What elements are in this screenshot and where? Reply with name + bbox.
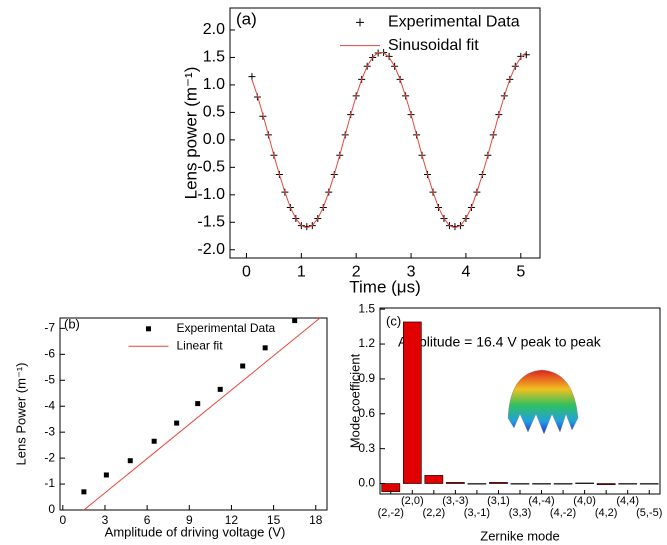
x-tick-label: 18 — [309, 513, 323, 527]
y-tick-label: -0.5 — [197, 159, 225, 176]
bar — [575, 482, 594, 484]
panel-label: (a) — [236, 9, 257, 28]
y-axis-label: Lens Power (m⁻¹) — [13, 363, 28, 466]
inset-surface — [507, 369, 579, 435]
x-tick-label: (2,0) — [401, 495, 424, 507]
x-tick-label: 2 — [352, 264, 361, 281]
y-tick-label: -1.0 — [197, 186, 225, 203]
y-tick-label: 0.6 — [358, 406, 375, 420]
data-point — [248, 73, 256, 81]
y-tick-label: -3 — [44, 424, 55, 438]
data-point — [385, 52, 393, 60]
legend-marker — [146, 326, 151, 332]
y-tick-label: -6 — [44, 346, 55, 360]
data-point — [81, 489, 87, 495]
y-tick-label: -2.0 — [197, 241, 225, 258]
x-tick-label: 6 — [144, 513, 151, 527]
annotation: Amplitude = 16.4 V peak to peak — [398, 334, 602, 350]
data-point — [517, 52, 525, 60]
x-tick-label: (4,-2) — [550, 507, 576, 519]
y-tick-label: 1.2 — [358, 336, 375, 350]
x-tick-label: 0 — [242, 264, 251, 281]
x-tick-label: 5 — [516, 264, 525, 281]
data-point — [103, 472, 109, 478]
y-tick-label: 0.5 — [203, 104, 225, 121]
y-tick-label: -1 — [44, 476, 55, 490]
y-axis-label: Mode coefficient — [347, 353, 362, 448]
legend-label: Linear fit — [177, 338, 224, 352]
data-point — [217, 386, 223, 392]
y-tick-label: 2.0 — [203, 21, 225, 38]
data-point — [195, 401, 201, 407]
data-point — [292, 318, 298, 324]
y-axis-label: Lens power (m⁻¹) — [181, 67, 200, 200]
bar — [596, 483, 616, 486]
y-tick-label: 0 — [48, 502, 55, 516]
y-tick-label: -5 — [44, 372, 55, 386]
x-tick-label: (3,-1) — [464, 507, 490, 519]
x-axis-label: Amplitude of driving voltage (V) — [105, 524, 286, 539]
bar — [489, 482, 508, 484]
y-tick-label: -7 — [44, 321, 55, 335]
panel-label: (b) — [64, 316, 80, 331]
x-tick-label: 12 — [225, 513, 239, 527]
y-tick-label: 0.0 — [358, 476, 375, 490]
data-point — [174, 420, 180, 426]
x-tick-label: (5,-5) — [636, 507, 662, 519]
data-point — [262, 345, 268, 351]
legend-marker — [356, 18, 364, 27]
legend-label: Experimental Data — [388, 14, 520, 31]
y-tick-label: 1.5 — [203, 49, 225, 66]
x-tick-label: (4,2) — [595, 507, 618, 519]
y-tick-label: 0.3 — [358, 441, 375, 455]
bar — [532, 483, 551, 485]
y-tick-label: -2 — [44, 450, 55, 464]
x-tick-label: 3 — [102, 513, 109, 527]
y-tick-label: 0.9 — [358, 371, 375, 385]
y-tick-label: -4 — [44, 398, 55, 412]
x-tick-label: (3,3) — [509, 507, 532, 519]
x-tick-label: 1 — [297, 264, 306, 281]
bar — [467, 483, 487, 485]
bar — [402, 321, 422, 484]
bar — [553, 483, 573, 485]
x-tick-label: 3 — [407, 264, 416, 281]
data-point — [151, 438, 157, 444]
x-tick-label: (4,4) — [616, 495, 639, 507]
bar — [510, 483, 530, 485]
y-tick-label: 1.5 — [358, 301, 375, 315]
bar — [446, 482, 465, 484]
data-point — [240, 363, 246, 369]
x-axis-label: Time (μs) — [349, 277, 421, 296]
panel-label: (c) — [386, 313, 401, 328]
plot-frame — [59, 317, 328, 511]
x-tick-label: (3,1) — [487, 495, 510, 507]
x-tick-label: (3,-3) — [442, 495, 468, 507]
legend-label: Sinusoidal fit — [388, 37, 479, 54]
x-tick-label: 15 — [267, 513, 281, 527]
x-tick-label: 4 — [461, 264, 470, 281]
data-point — [127, 458, 133, 464]
bar — [639, 483, 659, 485]
x-tick-label: 0 — [59, 513, 66, 527]
x-axis-label: Zernike mode — [480, 528, 559, 543]
x-tick-label: (4,0) — [573, 495, 596, 507]
bar — [618, 483, 638, 485]
bar — [424, 475, 444, 484]
y-tick-label: 1.0 — [203, 76, 225, 93]
legend-label: Experimental Data — [177, 321, 276, 335]
x-tick-label: (4,-4) — [528, 495, 554, 507]
y-tick-label: 0.0 — [203, 131, 225, 148]
x-tick-label: (2,-2) — [378, 507, 404, 519]
plot-frame — [229, 7, 541, 259]
fit-line — [83, 317, 321, 511]
fit-line — [251, 52, 527, 229]
x-tick-label: 9 — [186, 513, 193, 527]
x-tick-label: (2,2) — [423, 507, 446, 519]
y-tick-label: -1.5 — [197, 214, 225, 231]
